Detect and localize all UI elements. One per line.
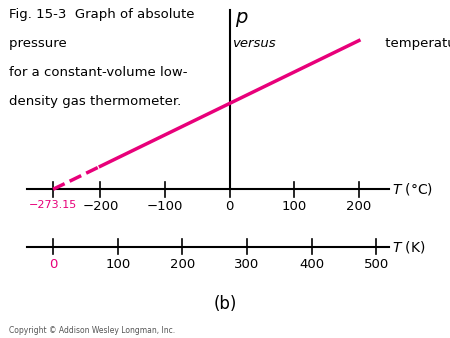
Text: for a constant-volume low-: for a constant-volume low- <box>9 66 188 79</box>
Text: 200: 200 <box>346 200 372 213</box>
Text: 400: 400 <box>299 258 324 270</box>
Text: −100: −100 <box>147 200 183 213</box>
Text: versus: versus <box>232 37 276 50</box>
Text: $p$: $p$ <box>235 10 248 29</box>
Text: 100: 100 <box>282 200 307 213</box>
Text: density gas thermometer.: density gas thermometer. <box>9 95 181 107</box>
Text: −273.15: −273.15 <box>29 200 77 210</box>
Text: Fig. 15-3  Graph of absolute: Fig. 15-3 Graph of absolute <box>9 8 194 21</box>
Text: 100: 100 <box>105 258 130 270</box>
Text: 0: 0 <box>49 258 57 270</box>
Text: Copyright © Addison Wesley Longman, Inc.: Copyright © Addison Wesley Longman, Inc. <box>9 325 175 335</box>
Text: 200: 200 <box>170 258 195 270</box>
Text: 500: 500 <box>364 258 389 270</box>
Text: $T$ (K): $T$ (K) <box>392 239 425 255</box>
Text: pressure: pressure <box>9 37 71 50</box>
Text: $T$ (°C): $T$ (°C) <box>392 181 432 197</box>
Text: temperature: temperature <box>381 37 450 50</box>
Text: (b): (b) <box>213 295 237 313</box>
Text: 0: 0 <box>225 200 234 213</box>
Text: 300: 300 <box>234 258 260 270</box>
Text: −200: −200 <box>82 200 118 213</box>
